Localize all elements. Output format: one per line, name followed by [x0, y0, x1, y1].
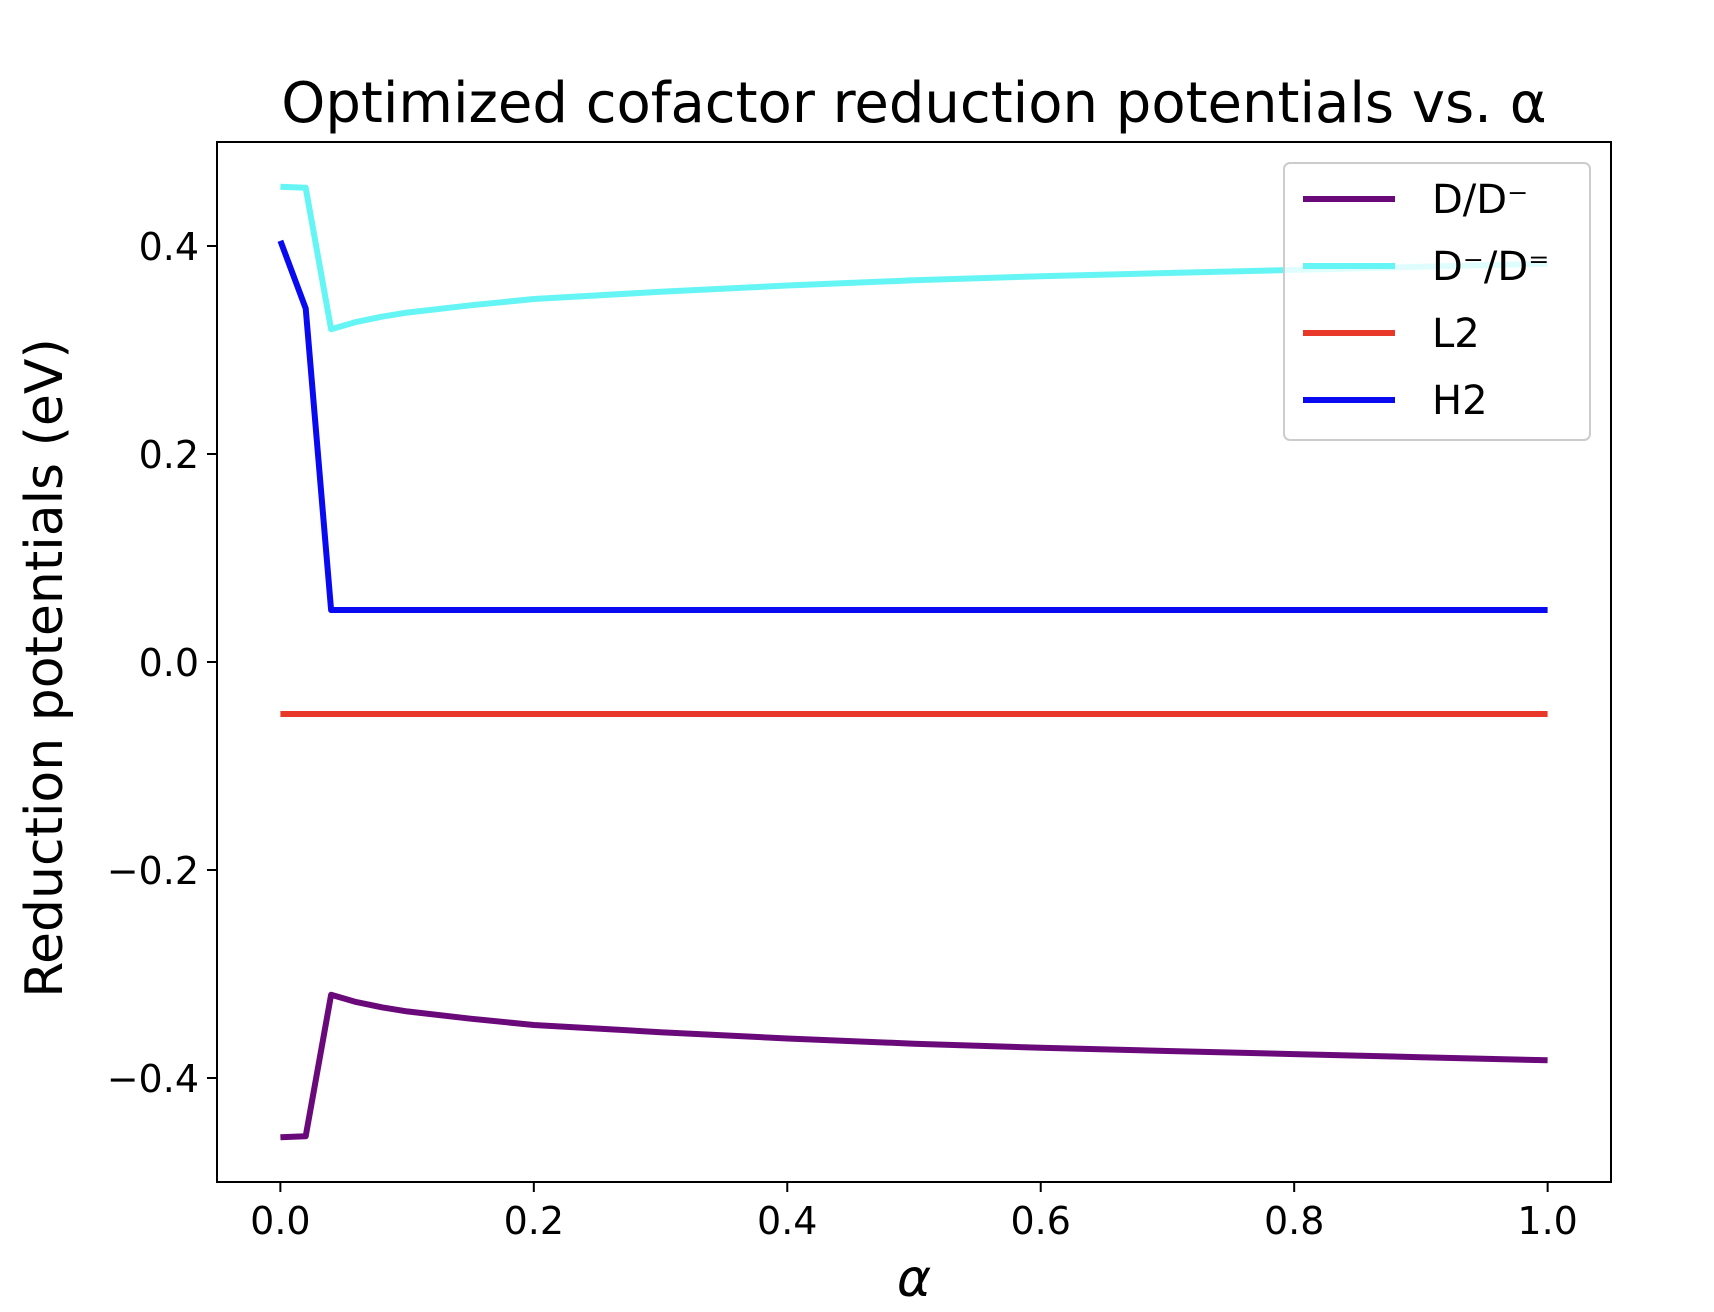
chart-title: Optimized cofactor reduction potentials …	[281, 71, 1546, 136]
x-tick-label: 0.8	[1264, 1199, 1324, 1243]
series-line-h2-3	[277, 239, 1548, 613]
x-tick-label: 0.4	[757, 1199, 817, 1243]
legend-label: H2	[1432, 378, 1488, 424]
y-axis-label: Reduction potentials (eV)	[15, 338, 75, 998]
series-line-d-d-1	[280, 183, 1548, 333]
legend: D/D⁻ D⁻/D⁼ L2 H2	[1283, 162, 1591, 441]
y-tick-label: 0.4	[139, 225, 199, 269]
y-tick-label: 0.2	[139, 433, 199, 477]
x-tick-label: 0.6	[1011, 1199, 1071, 1243]
x-tick-label: 0.0	[250, 1199, 310, 1243]
legend-box	[1283, 162, 1591, 441]
y-tick-label: −0.2	[107, 849, 199, 893]
y-tick-label: 0.0	[139, 641, 199, 685]
x-axis-label: α	[897, 1249, 931, 1309]
x-tick-label: 0.2	[504, 1199, 564, 1243]
legend-label: L2	[1432, 311, 1480, 357]
plot-frame	[216, 141, 1612, 1183]
series-line-d-d-0	[280, 991, 1548, 1141]
x-tick-label: 1.0	[1517, 1199, 1577, 1243]
y-tick-label: −0.4	[107, 1057, 199, 1101]
legend-label: D/D⁻	[1432, 177, 1528, 223]
legend-label: D⁻/D⁼	[1432, 244, 1549, 290]
